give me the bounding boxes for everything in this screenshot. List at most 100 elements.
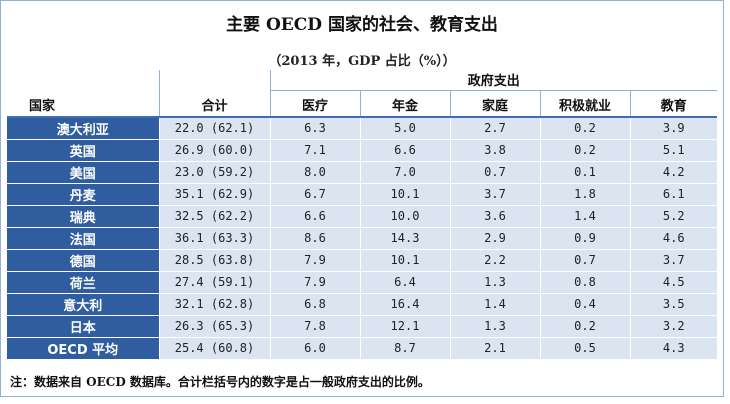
row-value: 6.4: [359, 271, 450, 294]
table-row: 意大利 32.1 (62.8) 6.8 16.4 1.4 0.4 3.5: [7, 293, 718, 316]
row-value: 4.3: [629, 337, 718, 360]
row-value: 7.8: [269, 315, 360, 338]
row-country: 法国: [7, 227, 159, 250]
row-value: 3.6: [449, 205, 540, 228]
header-col-pension: 年金: [359, 90, 450, 118]
row-value: 10.1: [359, 183, 450, 206]
footnote: 注：数据来自 OECD 数据库。合计栏括号内的数字是占一般政府支出的比例。: [10, 375, 430, 389]
row-value: 4.2: [629, 161, 718, 184]
table-row: 德国 28.5 (63.8) 7.9 10.1 2.2 0.7 3.7: [7, 249, 718, 272]
header-col-employment: 积极就业: [539, 90, 630, 118]
row-value: 3.5: [629, 293, 718, 316]
row-value: 0.7: [449, 161, 540, 184]
row-value: 4.6: [629, 227, 718, 250]
table-row: 日本 26.3 (65.3) 7.8 12.1 1.3 0.2 3.2: [7, 315, 718, 338]
row-country: 日本: [7, 315, 159, 338]
row-total: 26.9 (60.0): [158, 139, 270, 162]
row-value: 0.8: [539, 271, 630, 294]
row-value: 10.0: [359, 205, 450, 228]
row-country: 澳大利亚: [7, 117, 159, 140]
row-value: 2.1: [449, 337, 540, 360]
row-value: 7.1: [269, 139, 360, 162]
table-row: 英国 26.9 (60.0) 7.1 6.6 3.8 0.2 5.1: [7, 139, 718, 162]
row-value: 0.2: [539, 117, 630, 140]
row-total: 22.0 (62.1): [158, 117, 270, 140]
row-value: 14.3: [359, 227, 450, 250]
header-country: 国家: [7, 70, 159, 118]
row-value: 0.1: [539, 161, 630, 184]
row-value: 5.0: [359, 117, 450, 140]
row-value: 0.2: [539, 315, 630, 338]
row-value: 1.4: [449, 293, 540, 316]
table-body: 澳大利亚 22.0 (62.1) 6.3 5.0 2.7 0.2 3.9 英国 26.9 (60…: [7, 117, 718, 360]
row-total: 23.0 (59.2): [158, 161, 270, 184]
row-value: 2.7: [449, 117, 540, 140]
row-value: 8.6: [269, 227, 360, 250]
table-row: 澳大利亚 22.0 (62.1) 6.3 5.0 2.7 0.2 3.9: [7, 117, 718, 140]
row-total: 27.4 (59.1): [158, 271, 270, 294]
row-value: 16.4: [359, 293, 450, 316]
row-country: 荷兰: [7, 271, 159, 294]
row-total: 32.1 (62.8): [158, 293, 270, 316]
table-frame: [0, 0, 724, 397]
row-value: 1.8: [539, 183, 630, 206]
row-value: 8.7: [359, 337, 450, 360]
row-value: 0.7: [539, 249, 630, 272]
row-value: 5.1: [629, 139, 718, 162]
row-value: 3.7: [629, 249, 718, 272]
row-country: 德国: [7, 249, 159, 272]
header-gov-group: 政府支出: [269, 70, 718, 91]
row-total: 28.5 (63.8): [158, 249, 270, 272]
row-value: 6.6: [269, 205, 360, 228]
row-country: 美国: [7, 161, 159, 184]
row-value: 0.9: [539, 227, 630, 250]
header-col-family: 家庭: [449, 90, 540, 118]
row-value: 0.5: [539, 337, 630, 360]
row-value: 8.0: [269, 161, 360, 184]
row-value: 3.8: [449, 139, 540, 162]
header-col-education: 教育: [629, 90, 718, 118]
row-value: 4.5: [629, 271, 718, 294]
row-value: 3.7: [449, 183, 540, 206]
spending-table: 国家 合计 政府支出 医疗 年金 家庭 积极就业 教育 澳大利亚 22.0 (62…: [7, 70, 718, 360]
row-value: 6.7: [269, 183, 360, 206]
row-value: 1.3: [449, 315, 540, 338]
row-value: 6.3: [269, 117, 360, 140]
row-total: 36.1 (63.3): [158, 227, 270, 250]
row-country: 瑞典: [7, 205, 159, 228]
row-value: 2.2: [449, 249, 540, 272]
row-country: 英国: [7, 139, 159, 162]
row-value: 6.6: [359, 139, 450, 162]
row-value: 1.3: [449, 271, 540, 294]
row-total: 35.1 (62.9): [158, 183, 270, 206]
row-value: 3.9: [629, 117, 718, 140]
row-value: 7.9: [269, 271, 360, 294]
table-row: 瑞典 32.5 (62.2) 6.6 10.0 3.6 1.4 5.2: [7, 205, 718, 228]
table-title: 主要 OECD 国家的社会、教育支出: [226, 15, 498, 35]
table-row: 美国 23.0 (59.2) 8.0 7.0 0.7 0.1 4.2: [7, 161, 718, 184]
row-country: OECD 平均: [7, 337, 159, 359]
row-value: 7.9: [269, 249, 360, 272]
header-total: 合计: [158, 70, 270, 118]
row-value: 10.1: [359, 249, 450, 272]
row-value: 2.9: [449, 227, 540, 250]
row-value: 3.2: [629, 315, 718, 338]
row-value: 6.8: [269, 293, 360, 316]
row-value: 7.0: [359, 161, 450, 184]
row-value: 5.2: [629, 205, 718, 228]
row-value: 6.1: [629, 183, 718, 206]
row-value: 0.4: [539, 293, 630, 316]
table-row: 法国 36.1 (63.3) 8.6 14.3 2.9 0.9 4.6: [7, 227, 718, 250]
row-value: 6.0: [269, 337, 360, 360]
row-total: 26.3 (65.3): [158, 315, 270, 338]
header-col-health: 医疗: [269, 90, 360, 118]
row-country: 丹麦: [7, 183, 159, 206]
table-subtitle: （2013 年，GDP 占比（%））: [268, 54, 456, 69]
row-country: 意大利: [7, 293, 159, 316]
table-row: 丹麦 35.1 (62.9) 6.7 10.1 3.7 1.8 6.1: [7, 183, 718, 206]
row-total: 32.5 (62.2): [158, 205, 270, 228]
row-total: 25.4 (60.8): [158, 337, 270, 360]
row-value: 1.4: [539, 205, 630, 228]
row-value: 12.1: [359, 315, 450, 338]
table-row: OECD 平均 25.4 (60.8) 6.0 8.7 2.1 0.5 4.3: [7, 337, 718, 360]
